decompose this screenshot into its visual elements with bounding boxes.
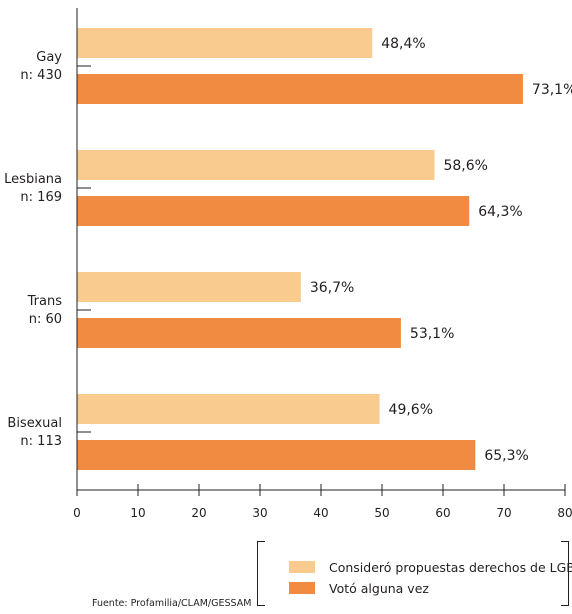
x-tick-label-80: 80: [557, 506, 572, 520]
bar-trans-series-1: [77, 318, 401, 348]
bar-lesbiana-series-0: [77, 150, 435, 180]
value-label-lesbiana-series-1: 64,3%: [478, 204, 522, 220]
category-n-gay: n: 430: [20, 68, 62, 83]
category-label-gay: Gay: [36, 50, 62, 65]
bar-bisexual-series-1: [77, 440, 476, 470]
category-n-lesbiana: n: 169: [20, 190, 62, 205]
legend-bracket-left: [257, 541, 265, 606]
value-label-gay-series-0: 48,4%: [381, 36, 425, 52]
legend-label-voto: Votó alguna vez: [329, 580, 429, 596]
category-label-trans: Trans: [27, 294, 63, 309]
category-label-lesbiana: Lesbiana: [4, 172, 62, 187]
category-n-bisexual: n: 113: [20, 434, 62, 449]
legend-swatch-voto: [289, 582, 315, 594]
category-label-bisexual: Bisexual: [7, 416, 62, 431]
bar-chart: 48,4% 73,1% Gay n: 430 58,6% 64,3% Lesbiana n: …: [4, 8, 572, 520]
legend-item-considero: Consideró propuestas derechos de LGBT: [289, 558, 572, 576]
legend-bracket-right: [561, 541, 569, 606]
source-note: Fuente: Profamilia/CLAM/GESSAM: [92, 598, 252, 609]
x-tick-label-40: 40: [313, 506, 328, 520]
value-label-trans-series-1: 53,1%: [410, 326, 454, 342]
x-tick-label-30: 30: [252, 506, 267, 520]
x-tick-label-10: 10: [130, 506, 145, 520]
legend-swatch-considero: [289, 561, 315, 573]
bar-gay-series-0: [77, 28, 373, 58]
x-tick-label-70: 70: [496, 506, 511, 520]
bar-lesbiana-series-1: [77, 196, 470, 226]
value-label-bisexual-series-1: 65,3%: [484, 448, 528, 464]
legend-item-voto: Votó alguna vez: [289, 579, 429, 597]
value-label-bisexual-series-0: 49,6%: [389, 402, 433, 418]
value-label-gay-series-1: 73,1%: [532, 82, 572, 98]
x-tick-label-0: 0: [73, 506, 81, 520]
category-n-trans: n: 60: [29, 312, 62, 327]
x-tick-label-60: 60: [435, 506, 450, 520]
x-tick-label-20: 20: [191, 506, 206, 520]
value-label-trans-series-0: 36,7%: [310, 280, 354, 296]
bar-trans-series-0: [77, 272, 301, 302]
legend: Consideró propuestas derechos de LGBT Vo…: [257, 541, 572, 606]
legend-label-considero: Consideró propuestas derechos de LGBT: [329, 559, 572, 575]
value-label-lesbiana-series-0: 58,6%: [443, 158, 487, 174]
bar-gay-series-1: [77, 74, 523, 104]
bar-bisexual-series-0: [77, 394, 380, 424]
x-tick-label-50: 50: [374, 506, 389, 520]
